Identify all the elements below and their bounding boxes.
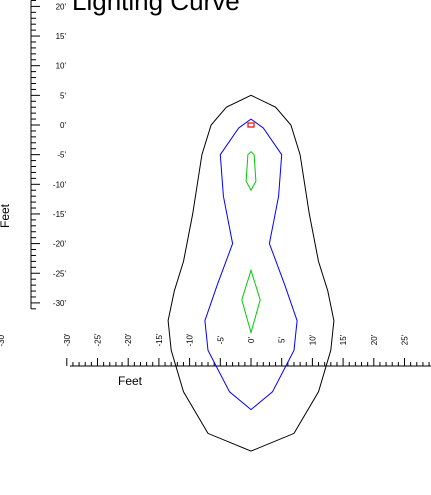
y-tick-label: 20' — [56, 2, 67, 11]
y-tick-label: -5' — [57, 151, 66, 160]
x-tick-label: 0' — [247, 337, 256, 343]
x-axis-title: Feet — [118, 374, 143, 388]
x-tick-label: 5' — [278, 337, 287, 343]
x-tick-label: 25' — [401, 334, 410, 345]
contour-line-3 — [245, 151, 257, 192]
y-tick-label: 10' — [56, 62, 67, 71]
y-tick-label: -20' — [53, 240, 67, 249]
y-axis-title: Feet — [0, 203, 12, 228]
contour-line-4 — [241, 268, 261, 335]
y-tick-label: -10' — [53, 180, 67, 189]
y-tick-label: -15' — [53, 210, 67, 219]
y-tick-label: 0' — [60, 121, 66, 130]
x-tick-label: 20' — [370, 334, 379, 345]
contour-line-2 — [204, 118, 298, 411]
x-tick-label: -30' — [63, 333, 72, 347]
chart-title: Lighting Curve — [72, 0, 240, 16]
y-tick-label: 15' — [56, 32, 67, 41]
x-tick-label: -15' — [155, 333, 164, 347]
fixture-marker — [247, 122, 255, 128]
contour-line-1 — [167, 94, 335, 452]
x-tick-label: 10' — [308, 334, 317, 345]
x-tick-label: -20' — [124, 333, 133, 347]
x-tick-label: 15' — [339, 334, 348, 345]
x-tick-label: -10' — [186, 333, 195, 347]
y-tick-label: -25' — [53, 269, 67, 278]
x-tick-label: -25' — [94, 333, 103, 347]
x-tick-label-clipped: -30' — [0, 333, 6, 347]
x-tick-label: -5' — [216, 335, 225, 344]
y-tick-label: -30' — [53, 299, 67, 308]
y-tick-label: 5' — [60, 91, 66, 100]
